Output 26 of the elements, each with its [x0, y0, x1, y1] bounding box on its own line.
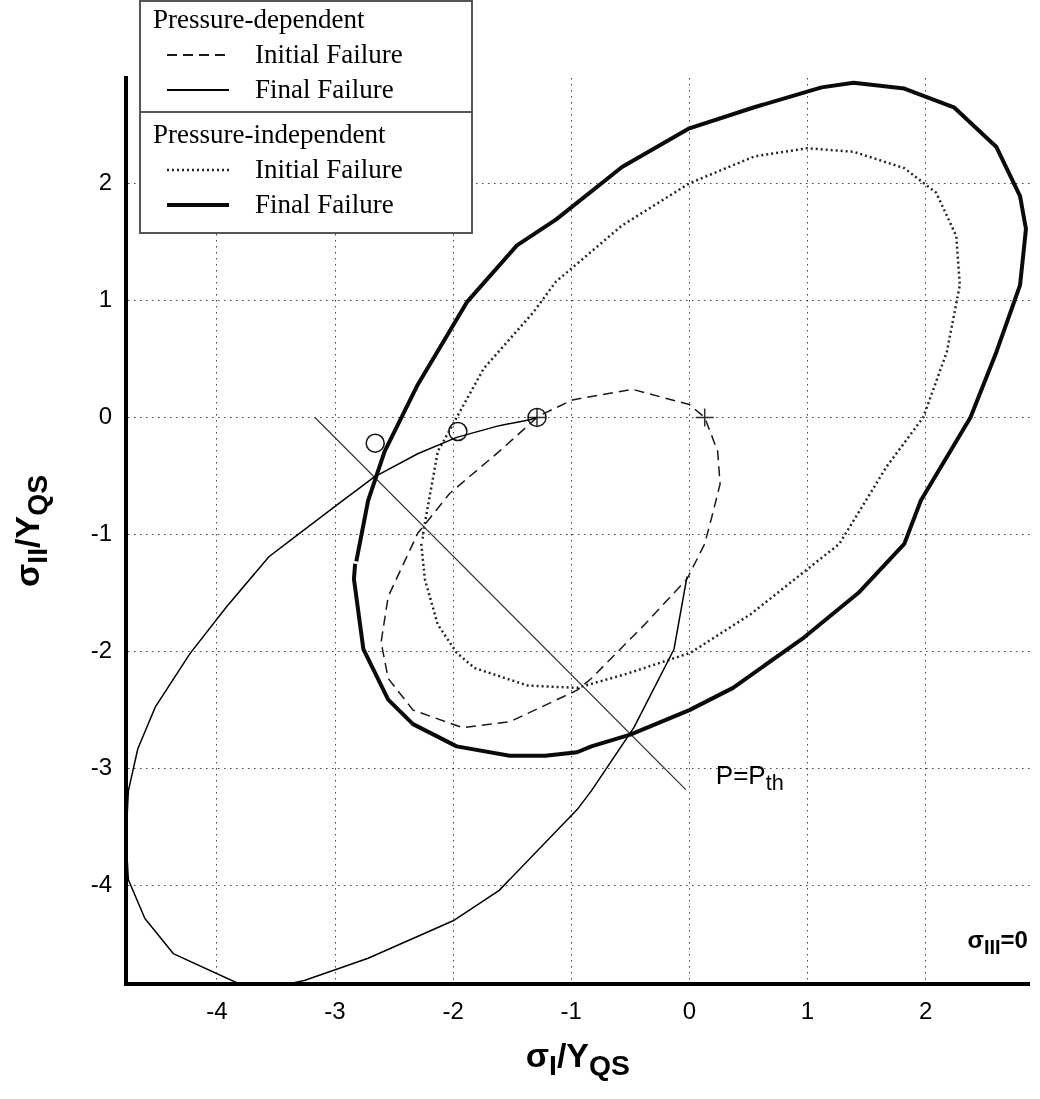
point: [365, 433, 385, 453]
legend-label: Initial Failure: [255, 154, 403, 185]
x-axis-title: σ$_{I}$/Y$_{QS}$: [525, 1036, 630, 1082]
y-tick-label: 1: [98, 285, 112, 313]
y-tick-label: -1: [90, 519, 112, 547]
y-tick-label: -2: [90, 636, 112, 664]
point: [448, 421, 468, 442]
y-tick-label: -3: [90, 753, 112, 781]
x-tick-label: 1: [800, 997, 815, 1025]
y-tick-label: -4: [90, 870, 112, 898]
legend-label: Final Failure: [255, 189, 394, 220]
annotation: P=P$_{th}$: [715, 759, 784, 796]
annotation: σ$_{III}$=0: [967, 926, 1028, 959]
legend-label: Final Failure: [255, 74, 394, 105]
x-tick-label: -3: [324, 997, 346, 1025]
y-tick-label: 0: [98, 402, 112, 430]
y-tick-label: 2: [98, 167, 112, 195]
annotation: Pressure-independent: [152, 118, 387, 151]
x-tick-label: 2: [918, 997, 933, 1025]
x-tick-label: -4: [206, 997, 228, 1025]
x-tick-label: -1: [560, 997, 582, 1025]
point: [694, 407, 715, 428]
legend-title: Pressure-dependent: [152, 3, 366, 36]
x-tick-label: 0: [682, 997, 697, 1025]
x-tick-label: -2: [442, 997, 464, 1025]
legend-label: Initial Failure: [255, 39, 403, 70]
